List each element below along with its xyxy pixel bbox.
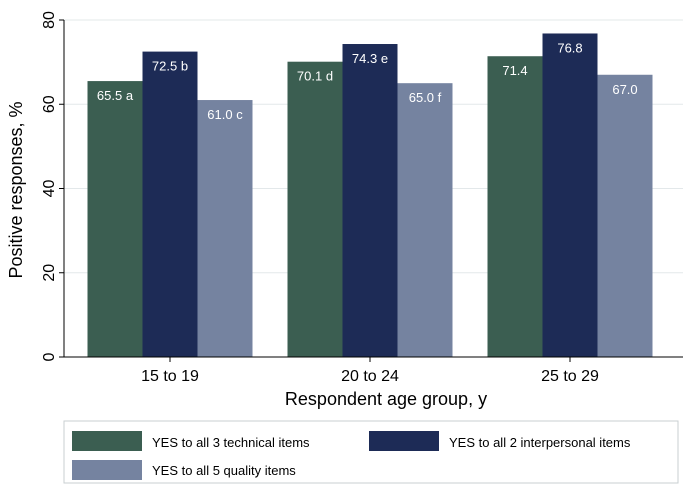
bar-value-label: 61.0 c (207, 107, 243, 122)
bar-value-label: 70.1 d (297, 69, 333, 84)
bar-value-label: 76.8 (557, 40, 582, 55)
y-tick-label: 80 (41, 11, 58, 29)
bar-value-label: 74.3 e (352, 51, 388, 66)
bar (142, 51, 198, 357)
x-tick-label: 25 to 29 (541, 368, 599, 385)
legend-swatch (72, 431, 142, 451)
y-tick-label: 20 (41, 264, 58, 282)
bar-value-label: 72.5 b (152, 59, 188, 74)
y-tick-label: 0 (41, 352, 58, 361)
bar-value-label: 71.4 (502, 63, 527, 78)
bar (397, 83, 453, 357)
y-tick-label: 60 (41, 95, 58, 113)
legend: YES to all 3 technical items YES to all 2… (63, 420, 679, 484)
legend-label: YES to all 2 interpersonal items (449, 435, 631, 450)
bar (87, 81, 143, 358)
bar (287, 61, 343, 358)
x-axis-title: Respondent age group, y (285, 389, 487, 409)
legend-label: YES to all 3 technical items (152, 435, 310, 450)
legend-label: YES to all 5 quality items (152, 463, 296, 478)
bar (487, 56, 543, 357)
bar-value-label: 65.0 f (409, 90, 442, 105)
bar (342, 44, 398, 357)
bar (597, 74, 653, 357)
axes: 15 to 19 20 to 24 25 to 29 0 20 40 60 80 (41, 11, 683, 385)
y-tick-label: 40 (41, 180, 58, 198)
x-tick-label: 15 to 19 (141, 368, 199, 385)
legend-swatch (72, 460, 142, 480)
bar-value-labels: 65.5 a 72.5 b 61.0 c 70.1 d 74.3 e 65.0 f 71.4… (97, 40, 638, 122)
bar-value-label: 65.5 a (97, 88, 134, 103)
bar (542, 33, 598, 357)
legend-swatch (369, 431, 439, 451)
y-axis-title: Positive responses, % (6, 101, 26, 278)
bars (87, 33, 653, 358)
bar (197, 100, 253, 357)
bar-value-label: 67.0 (612, 82, 637, 97)
x-tick-label: 20 to 24 (341, 368, 399, 385)
